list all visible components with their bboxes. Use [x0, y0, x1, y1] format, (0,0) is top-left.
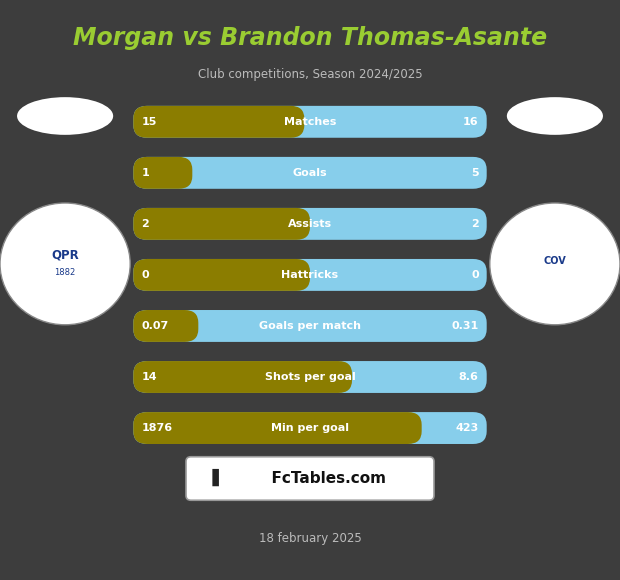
Text: 2: 2 — [471, 219, 479, 229]
Text: 2: 2 — [141, 219, 149, 229]
Text: 1876: 1876 — [141, 423, 172, 433]
Text: 1: 1 — [141, 168, 149, 178]
Ellipse shape — [507, 97, 603, 135]
FancyBboxPatch shape — [133, 259, 310, 291]
Text: Club competitions, Season 2024/2025: Club competitions, Season 2024/2025 — [198, 68, 422, 81]
Circle shape — [0, 203, 130, 325]
FancyBboxPatch shape — [133, 106, 487, 137]
Text: Morgan vs Brandon Thomas-Asante: Morgan vs Brandon Thomas-Asante — [73, 26, 547, 50]
Text: Goals: Goals — [293, 168, 327, 178]
Text: 14: 14 — [141, 372, 157, 382]
FancyBboxPatch shape — [133, 361, 487, 393]
Text: Hattricks: Hattricks — [281, 270, 339, 280]
FancyBboxPatch shape — [133, 310, 487, 342]
FancyBboxPatch shape — [133, 208, 310, 240]
Text: Goals per match: Goals per match — [259, 321, 361, 331]
Text: 0.31: 0.31 — [451, 321, 479, 331]
Text: 0.07: 0.07 — [141, 321, 169, 331]
FancyBboxPatch shape — [133, 412, 487, 444]
Text: ▐: ▐ — [206, 468, 218, 487]
FancyBboxPatch shape — [133, 361, 352, 393]
Text: 16: 16 — [463, 117, 479, 127]
Text: Matches: Matches — [284, 117, 336, 127]
FancyBboxPatch shape — [133, 157, 192, 189]
Text: Shots per goal: Shots per goal — [265, 372, 355, 382]
Text: FcTables.com: FcTables.com — [261, 471, 386, 486]
Ellipse shape — [17, 97, 113, 135]
FancyBboxPatch shape — [133, 412, 422, 444]
Text: 15: 15 — [141, 117, 157, 127]
Text: 1882: 1882 — [55, 268, 76, 277]
FancyBboxPatch shape — [133, 157, 487, 189]
Text: 0: 0 — [141, 270, 149, 280]
FancyBboxPatch shape — [133, 310, 198, 342]
Text: 0: 0 — [471, 270, 479, 280]
FancyBboxPatch shape — [186, 457, 434, 500]
FancyBboxPatch shape — [133, 106, 304, 137]
Text: 5: 5 — [471, 168, 479, 178]
Text: 8.6: 8.6 — [459, 372, 479, 382]
Text: Assists: Assists — [288, 219, 332, 229]
Text: QPR: QPR — [51, 249, 79, 262]
Text: 423: 423 — [455, 423, 479, 433]
FancyBboxPatch shape — [133, 208, 487, 240]
Text: 18 february 2025: 18 february 2025 — [259, 532, 361, 545]
FancyBboxPatch shape — [133, 259, 487, 291]
Circle shape — [490, 203, 620, 325]
Text: Min per goal: Min per goal — [271, 423, 349, 433]
Text: COV: COV — [544, 256, 566, 266]
